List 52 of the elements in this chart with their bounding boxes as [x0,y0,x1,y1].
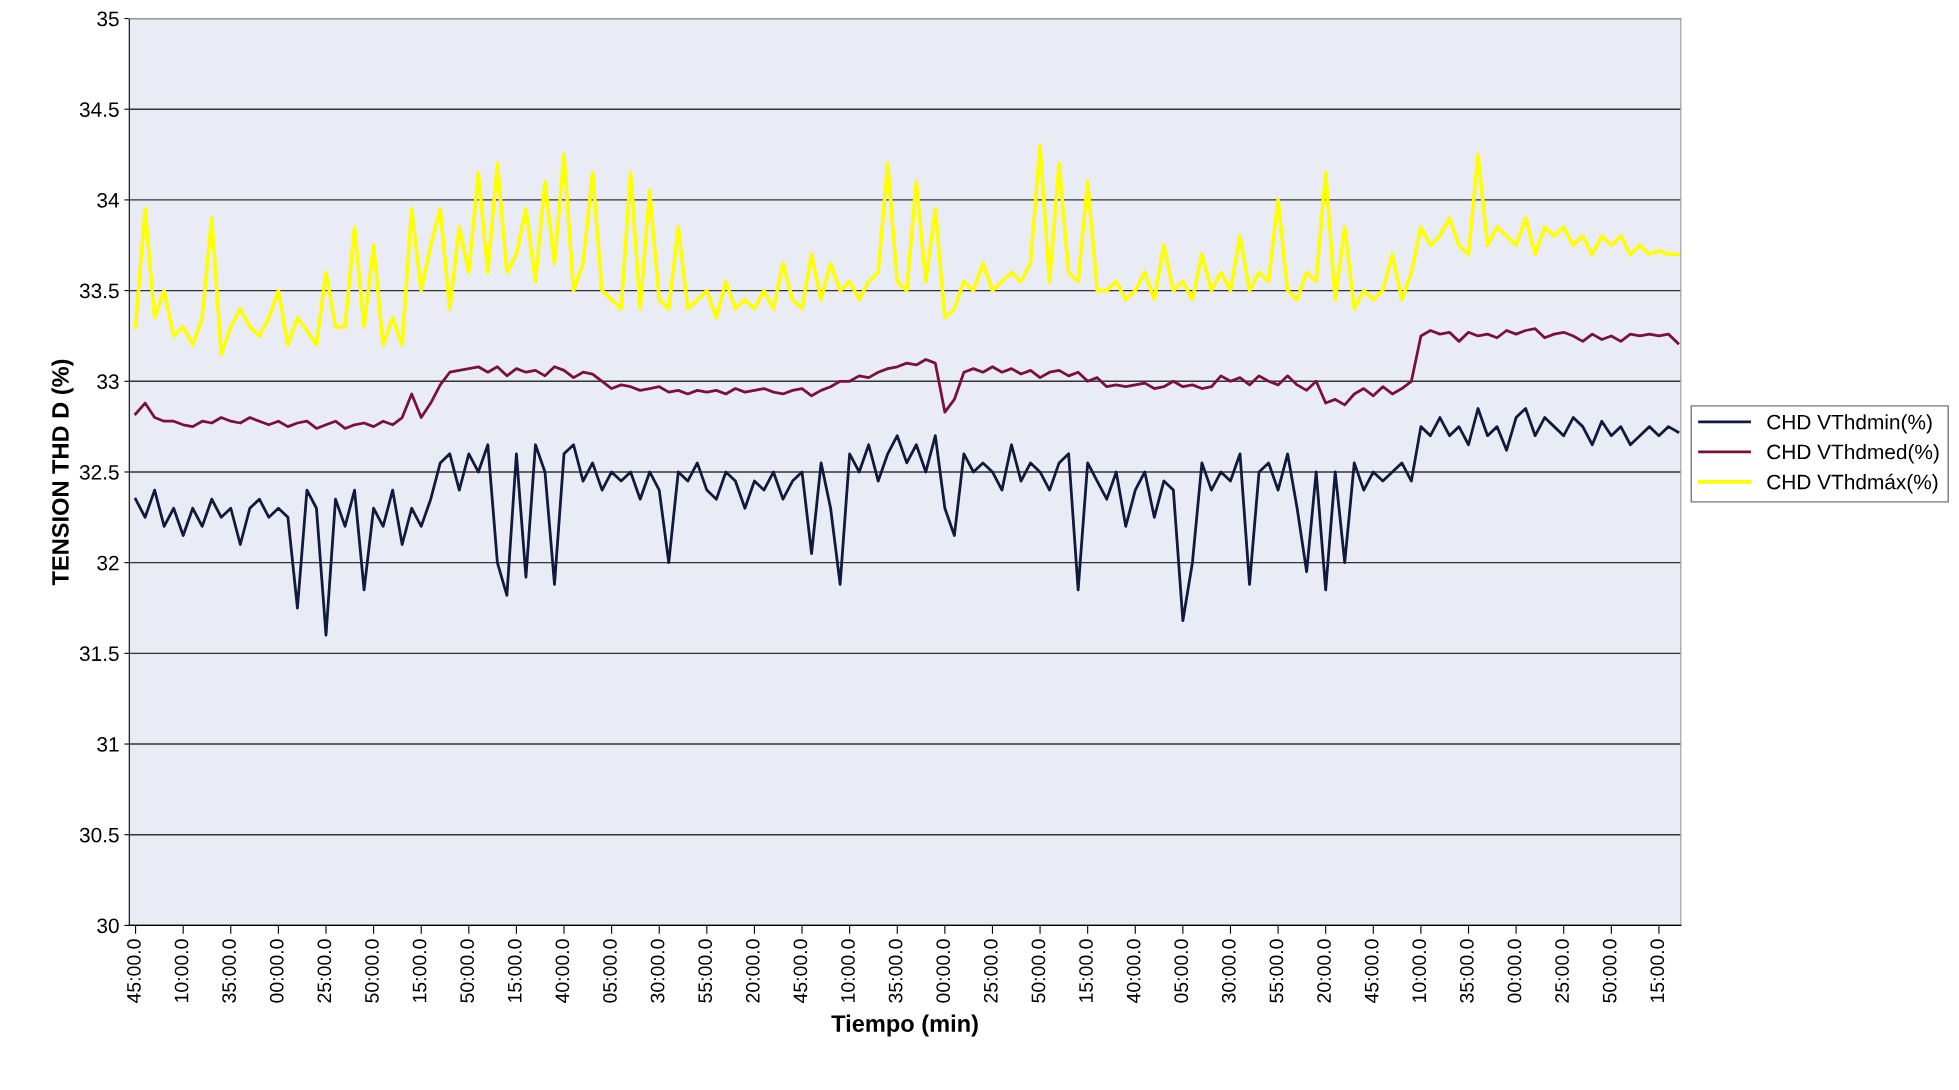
x-tick-label: 10:00.0 [841,939,855,1002]
x-tick-label: 15:00.0 [1079,939,1093,1002]
y-tick-label: 31.5 [79,646,119,662]
y-tick-label: 33.5 [79,283,119,299]
y-tick-label: 30.5 [79,827,119,843]
x-tick-label: 45:00.0 [1364,939,1379,1004]
x-tick-label: 25:00.0 [983,939,998,1003]
x-tick-label: 55:00.0 [698,939,713,1003]
x-tick-label: 50:00.0 [1031,939,1046,1003]
y-axis-title: TENSION THD D (%) [51,359,74,586]
x-tick-label: 40:00.0 [555,939,570,1004]
x-tick-label: 15:00.0 [507,939,522,1002]
x-tick-label: 00:00.0 [936,939,951,1003]
x-tick-label: 50:00.0 [1602,939,1617,1003]
y-tick-label: 30 [97,918,119,934]
y-tick-label: 34.5 [79,102,119,117]
x-tick-label: 20:00.0 [745,939,760,1003]
line-series [133,143,1680,356]
y-tick-label: 33 [97,374,119,390]
x-tick-label: 05:00.0 [603,939,617,1003]
x-tick-label: 15:00.0 [1650,939,1665,1002]
x-tick-label: 00:00.0 [269,939,284,1003]
x-tick-label: 30:00.0 [650,939,665,1003]
legend-label: CHD VThdmed(%) [1767,444,1939,464]
y-tick-label: 32.5 [79,464,119,480]
x-tick-label: 35:00.0 [1459,939,1474,1003]
x-tick-label: 45:00.0 [127,939,141,1004]
x-tick-label: 45:00.0 [793,939,808,1004]
line-series [134,407,1680,637]
y-tick-label: 32 [97,555,119,571]
y-tick-label: 31 [97,737,119,752]
x-tick-label: 00:00.0 [1507,939,1522,1003]
legend-label: CHD VThdmin(%) [1767,414,1932,434]
x-tick-label: 50:00.0 [365,939,379,1003]
legend-label: CHD VThdmáx(%) [1767,473,1938,494]
x-tick-label: 50:00.0 [460,939,475,1003]
x-axis-title: Tiempo (min) [831,1014,978,1037]
line-series [134,327,1680,430]
x-tick-label: 35:00.0 [888,939,903,1003]
x-tick-label: 25:00.0 [317,939,332,1003]
x-tick-label: 10:00.0 [1412,939,1427,1002]
x-tick-label: 40:00.0 [1126,939,1141,1004]
x-tick-label: 15:00.0 [412,939,427,1002]
x-tick-label: 35:00.0 [222,939,237,1003]
x-tick-label: 20:00.0 [1317,939,1331,1003]
x-tick-label: 55:00.0 [1269,939,1284,1003]
y-tick-label: 35 [97,11,119,27]
x-tick-label: 10:00.0 [174,939,189,1002]
x-tick-label: 25:00.0 [1555,939,1569,1003]
x-tick-label: 30:00.0 [1221,939,1236,1003]
x-tick-label: 05:00.0 [1174,939,1189,1003]
y-tick-label: 34 [97,192,119,208]
